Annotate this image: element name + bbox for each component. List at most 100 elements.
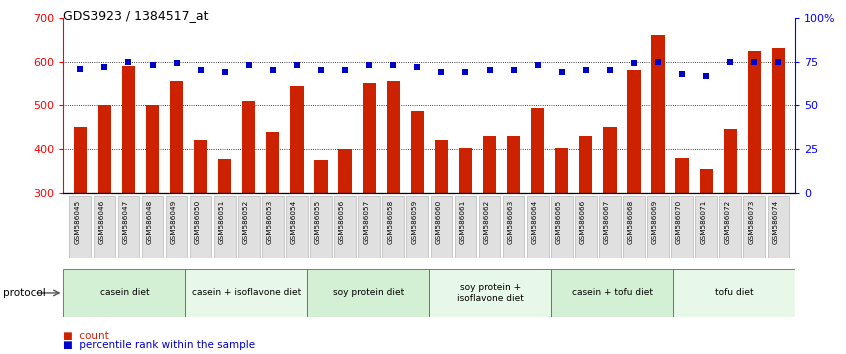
Point	[651, 59, 665, 64]
Bar	[242, 101, 255, 193]
Point	[483, 67, 497, 73]
Text: GSM586048: GSM586048	[146, 200, 152, 244]
Text: GSM586064: GSM586064	[531, 200, 538, 244]
Text: ■  count: ■ count	[63, 331, 109, 341]
Bar	[122, 66, 135, 193]
Text: GSM586063: GSM586063	[508, 200, 514, 244]
Bar	[700, 169, 713, 193]
Bar	[315, 160, 327, 193]
Text: GSM586071: GSM586071	[700, 200, 706, 244]
Text: GSM586061: GSM586061	[459, 200, 465, 244]
FancyBboxPatch shape	[454, 196, 476, 258]
Point	[579, 67, 592, 73]
Point	[194, 67, 207, 73]
Point	[772, 59, 785, 64]
FancyBboxPatch shape	[166, 196, 188, 258]
Bar	[338, 149, 352, 193]
Bar	[675, 158, 689, 193]
Text: GSM586049: GSM586049	[171, 200, 177, 244]
Point	[290, 62, 304, 68]
Text: GDS3923 / 1384517_at: GDS3923 / 1384517_at	[63, 9, 209, 22]
Text: GSM586057: GSM586057	[363, 200, 369, 244]
Point	[170, 61, 184, 66]
Point	[603, 67, 617, 73]
Point	[555, 69, 569, 75]
Bar	[603, 127, 617, 193]
Bar	[363, 84, 376, 193]
FancyBboxPatch shape	[671, 196, 693, 258]
Text: casein diet: casein diet	[100, 289, 149, 297]
Point	[531, 62, 545, 68]
Text: GSM586067: GSM586067	[604, 200, 610, 244]
FancyBboxPatch shape	[359, 196, 380, 258]
Point	[627, 61, 640, 66]
Point	[435, 69, 448, 75]
Bar	[507, 136, 520, 193]
Point	[459, 69, 472, 75]
Bar	[74, 127, 87, 193]
Text: GSM586055: GSM586055	[315, 200, 321, 244]
FancyBboxPatch shape	[552, 269, 673, 317]
Point	[146, 62, 159, 68]
Text: GSM586062: GSM586062	[484, 200, 490, 244]
Text: GSM586065: GSM586065	[556, 200, 562, 244]
Text: GSM586051: GSM586051	[219, 200, 225, 244]
Bar	[723, 130, 737, 193]
Point	[266, 67, 280, 73]
FancyBboxPatch shape	[431, 196, 453, 258]
Text: GSM586058: GSM586058	[387, 200, 393, 244]
Text: soy protein +
isoflavone diet: soy protein + isoflavone diet	[457, 283, 524, 303]
FancyBboxPatch shape	[551, 196, 573, 258]
Text: GSM586053: GSM586053	[266, 200, 273, 244]
Bar	[290, 86, 304, 193]
FancyBboxPatch shape	[262, 196, 283, 258]
FancyBboxPatch shape	[599, 196, 621, 258]
FancyBboxPatch shape	[503, 196, 525, 258]
Text: GSM586072: GSM586072	[724, 200, 730, 244]
Text: protocol: protocol	[3, 288, 46, 298]
Point	[314, 67, 327, 73]
Point	[338, 67, 352, 73]
Text: GSM586047: GSM586047	[123, 200, 129, 244]
FancyBboxPatch shape	[647, 196, 669, 258]
Bar	[580, 136, 592, 193]
FancyBboxPatch shape	[307, 269, 429, 317]
Text: GSM586056: GSM586056	[339, 200, 345, 244]
Text: soy protein diet: soy protein diet	[332, 289, 404, 297]
Bar	[410, 110, 424, 193]
FancyBboxPatch shape	[190, 196, 212, 258]
Bar	[218, 159, 231, 193]
Point	[218, 69, 232, 75]
FancyBboxPatch shape	[695, 196, 717, 258]
FancyBboxPatch shape	[63, 269, 185, 317]
Point	[675, 71, 689, 76]
Text: GSM586052: GSM586052	[243, 200, 249, 244]
Text: GSM586050: GSM586050	[195, 200, 201, 244]
FancyBboxPatch shape	[479, 196, 500, 258]
Point	[362, 62, 376, 68]
FancyBboxPatch shape	[118, 196, 140, 258]
FancyBboxPatch shape	[673, 269, 795, 317]
Point	[748, 59, 761, 64]
Bar	[98, 105, 111, 193]
Point	[387, 62, 400, 68]
Bar	[483, 136, 496, 193]
Bar	[194, 140, 207, 193]
Text: GSM586060: GSM586060	[436, 200, 442, 244]
FancyBboxPatch shape	[141, 196, 163, 258]
Text: GSM586069: GSM586069	[652, 200, 658, 244]
Bar	[387, 81, 400, 193]
Point	[97, 64, 111, 70]
Bar	[772, 48, 785, 193]
Bar	[459, 148, 472, 193]
FancyBboxPatch shape	[767, 196, 789, 258]
Bar	[628, 70, 640, 193]
FancyBboxPatch shape	[334, 196, 356, 258]
Text: GSM586074: GSM586074	[772, 200, 778, 244]
Bar	[146, 105, 159, 193]
Bar	[266, 132, 279, 193]
FancyBboxPatch shape	[94, 196, 115, 258]
FancyBboxPatch shape	[214, 196, 235, 258]
Text: GSM586070: GSM586070	[676, 200, 682, 244]
Bar	[748, 51, 761, 193]
